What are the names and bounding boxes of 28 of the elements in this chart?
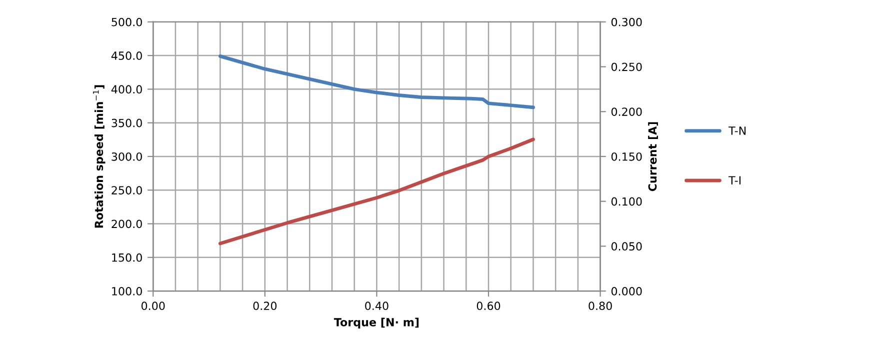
y-tick-label: 250.0 bbox=[112, 186, 142, 194]
x-tick-label: 0.40 bbox=[365, 302, 388, 310]
y-tick-label: 100.0 bbox=[112, 287, 142, 296]
legend-label: T-I bbox=[728, 176, 741, 184]
y-tick-label: 200.0 bbox=[112, 220, 142, 228]
y2-axis-title: Current [A] bbox=[648, 122, 658, 192]
y-tick-label: 150.0 bbox=[112, 253, 142, 262]
y-tick-label: 400.0 bbox=[111, 85, 142, 94]
y-tick-label: 350.0 bbox=[112, 118, 142, 128]
x-tick-label: 0.80 bbox=[588, 302, 612, 310]
x-tick-label: 0.00 bbox=[141, 302, 165, 310]
y2-tick-label: 0.200 bbox=[611, 108, 642, 116]
y2-tick-label: 0.150 bbox=[611, 152, 642, 161]
y2-tick-label: 0.050 bbox=[611, 242, 642, 251]
x-axis-title: Torque [N· m] bbox=[334, 318, 419, 329]
line-series bbox=[218, 138, 535, 246]
y2-tick-label: 0.300 bbox=[611, 18, 642, 26]
y-axis-title: Rotation speed [min$^{−1}$] bbox=[93, 85, 106, 228]
y-tick-label: 450.0 bbox=[111, 52, 142, 60]
y2-tick-label: 0.000 bbox=[611, 287, 642, 296]
x-tick-label: 0.20 bbox=[253, 302, 277, 310]
y2-tick-label: 0.250 bbox=[611, 62, 642, 72]
y2-tick-label: 0.100 bbox=[611, 197, 642, 206]
line-series bbox=[218, 54, 535, 110]
legend-label: T-N bbox=[728, 126, 746, 135]
y-tick-label: 300.0 bbox=[112, 152, 142, 161]
y-tick-label: 500.0 bbox=[112, 18, 142, 26]
x-tick-label: 0.60 bbox=[476, 302, 500, 310]
